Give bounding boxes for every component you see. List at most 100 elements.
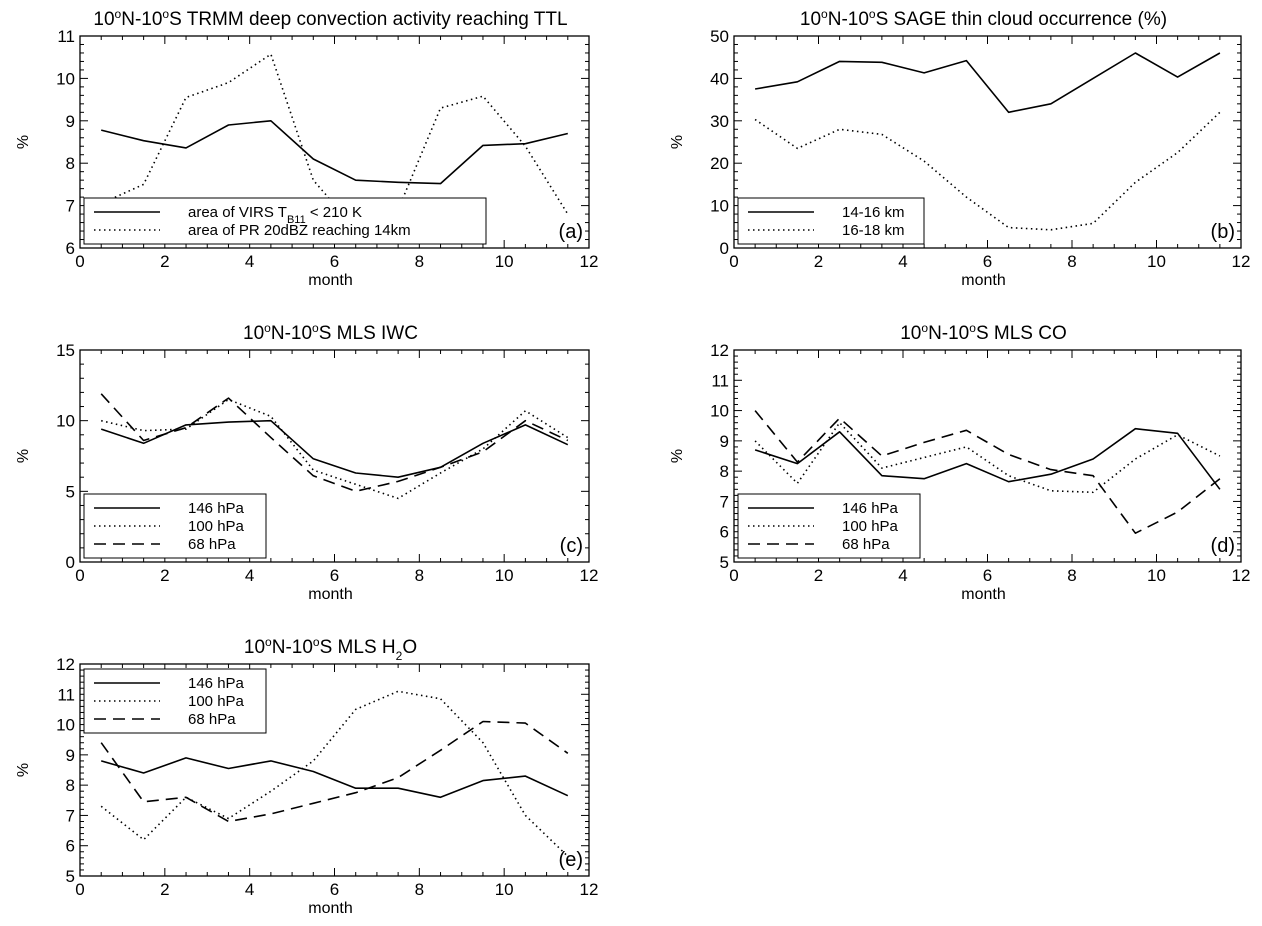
legend-label: 100 hPa bbox=[842, 518, 899, 535]
series-line-dashed bbox=[100, 393, 569, 493]
x-tick-label: 6 bbox=[983, 252, 992, 271]
x-tick-label: 10 bbox=[495, 880, 514, 899]
x-tick-label: 2 bbox=[814, 566, 823, 585]
x-tick-label: 6 bbox=[330, 566, 339, 585]
series-line-solid bbox=[754, 52, 1221, 114]
y-tick-label: 7 bbox=[66, 197, 75, 216]
legend-label: 146 hPa bbox=[188, 500, 245, 517]
y-tick-label: 7 bbox=[720, 492, 729, 511]
x-tick-label: 6 bbox=[330, 252, 339, 271]
y-tick-label: 12 bbox=[56, 655, 75, 674]
y-tick-label: 6 bbox=[720, 523, 729, 542]
x-tick-label: 12 bbox=[580, 252, 599, 271]
panel-label: (e) bbox=[559, 849, 583, 871]
legend-label: 100 hPa bbox=[188, 518, 245, 535]
y-tick-label: 10 bbox=[710, 402, 729, 421]
legend-label: 14-16 km bbox=[842, 204, 905, 221]
panel-label: (c) bbox=[560, 535, 583, 557]
y-tick-label: 9 bbox=[66, 112, 75, 131]
x-tick-label: 8 bbox=[1067, 566, 1076, 585]
panel-label: (b) bbox=[1211, 221, 1235, 243]
y-tick-label: 6 bbox=[66, 837, 75, 856]
y-tick-label: 10 bbox=[56, 69, 75, 88]
series-line-solid bbox=[754, 427, 1221, 490]
chart-b-title: 10oN-10oS SAGE thin cloud occurrence (%) bbox=[800, 7, 1167, 30]
chart-a-xlabel: month bbox=[308, 272, 352, 289]
x-tick-label: 10 bbox=[1147, 252, 1166, 271]
chart-e-xlabel: month bbox=[308, 900, 352, 917]
x-tick-label: 4 bbox=[898, 252, 907, 271]
chart-c-title: 10oN-10oS MLS IWC bbox=[243, 321, 418, 344]
y-tick-label: 40 bbox=[710, 69, 729, 88]
x-tick-label: 12 bbox=[1232, 566, 1251, 585]
x-tick-label: 4 bbox=[245, 566, 254, 585]
legend-label: area of VIRS TB11 < 210 K bbox=[188, 204, 362, 226]
y-tick-label: 7 bbox=[66, 806, 75, 825]
chart-c: 10oN-10oS MLS IWC 0 2 4 6 8 10 12 0 5 10 15 month% 14… bbox=[15, 321, 598, 603]
chart-a-title: 10oN-10oS TRMM deep convection activity … bbox=[93, 7, 567, 30]
x-tick-label: 12 bbox=[580, 880, 599, 899]
chart-a: 10oN-10oS TRMM deep convection activity … bbox=[15, 7, 598, 289]
x-tick-label: 8 bbox=[415, 880, 424, 899]
chart-b-ylabel: % bbox=[669, 135, 686, 149]
y-tick-label: 10 bbox=[710, 197, 729, 216]
chart-c-xlabel: month bbox=[308, 586, 352, 603]
chart-d-ylabel: % bbox=[669, 449, 686, 463]
series-line-solid bbox=[100, 419, 569, 479]
x-tick-label: 8 bbox=[415, 566, 424, 585]
y-tick-label: 10 bbox=[56, 412, 75, 431]
y-tick-label: 11 bbox=[57, 685, 75, 704]
x-tick-label: 0 bbox=[75, 566, 84, 585]
y-tick-label: 10 bbox=[56, 716, 75, 735]
series-line-solid bbox=[100, 757, 569, 799]
legend-label: 146 hPa bbox=[842, 500, 899, 517]
legend-label: 100 hPa bbox=[188, 693, 245, 710]
y-tick-label: 5 bbox=[720, 553, 729, 572]
panel-label: (d) bbox=[1211, 535, 1235, 557]
y-tick-label: 11 bbox=[57, 27, 75, 46]
x-tick-label: 0 bbox=[729, 566, 738, 585]
chart-b-xlabel: month bbox=[961, 272, 1005, 289]
chart-e-ylabel: % bbox=[15, 763, 32, 777]
series-line-dashed bbox=[100, 720, 569, 823]
x-tick-label: 0 bbox=[75, 880, 84, 899]
x-tick-label: 2 bbox=[160, 252, 169, 271]
y-tick-label: 9 bbox=[720, 432, 729, 451]
y-tick-label: 12 bbox=[710, 341, 729, 360]
x-tick-label: 6 bbox=[983, 566, 992, 585]
x-tick-label: 12 bbox=[1232, 252, 1251, 271]
legend-label: 68 hPa bbox=[188, 536, 236, 553]
panel-label: (a) bbox=[559, 221, 583, 243]
legend-label: 68 hPa bbox=[188, 711, 236, 728]
y-tick-label: 20 bbox=[710, 154, 729, 173]
y-tick-label: 8 bbox=[66, 776, 75, 795]
chart-d: 10oN-10oS MLS CO 0 2 4 6 8 10 12 5 6 7 8 9 10 11 12 mont… bbox=[669, 321, 1250, 603]
x-tick-label: 4 bbox=[245, 880, 254, 899]
chart-e: 10oN-10oS MLS H2O 0 2 4 6 8 10 12 5 6 7 8 9 10 11 12 mon… bbox=[15, 635, 598, 917]
chart-e-title: 10oN-10oS MLS H2O bbox=[244, 635, 417, 663]
x-tick-label: 4 bbox=[898, 566, 907, 585]
chart-c-ylabel: % bbox=[15, 449, 32, 463]
y-tick-label: 15 bbox=[56, 341, 75, 360]
y-tick-label: 11 bbox=[711, 371, 729, 390]
y-tick-label: 0 bbox=[720, 239, 729, 258]
x-tick-label: 2 bbox=[160, 880, 169, 899]
x-tick-label: 10 bbox=[495, 252, 514, 271]
y-tick-label: 5 bbox=[66, 867, 75, 886]
legend-label: 68 hPa bbox=[842, 536, 890, 553]
series-line-solid bbox=[101, 120, 568, 185]
y-tick-label: 6 bbox=[66, 239, 75, 258]
x-tick-label: 10 bbox=[495, 566, 514, 585]
series-line-dotted bbox=[754, 421, 1221, 494]
x-tick-label: 0 bbox=[729, 252, 738, 271]
x-tick-label: 8 bbox=[415, 252, 424, 271]
legend-label: area of PR 20dBZ reaching 14km bbox=[188, 222, 411, 239]
x-tick-label: 6 bbox=[330, 880, 339, 899]
x-tick-label: 2 bbox=[814, 252, 823, 271]
x-tick-label: 8 bbox=[1067, 252, 1076, 271]
y-tick-label: 30 bbox=[710, 112, 729, 131]
chart-a-ylabel: % bbox=[15, 135, 32, 149]
y-tick-label: 50 bbox=[710, 27, 729, 46]
chart-d-title: 10oN-10oS MLS CO bbox=[900, 321, 1067, 344]
